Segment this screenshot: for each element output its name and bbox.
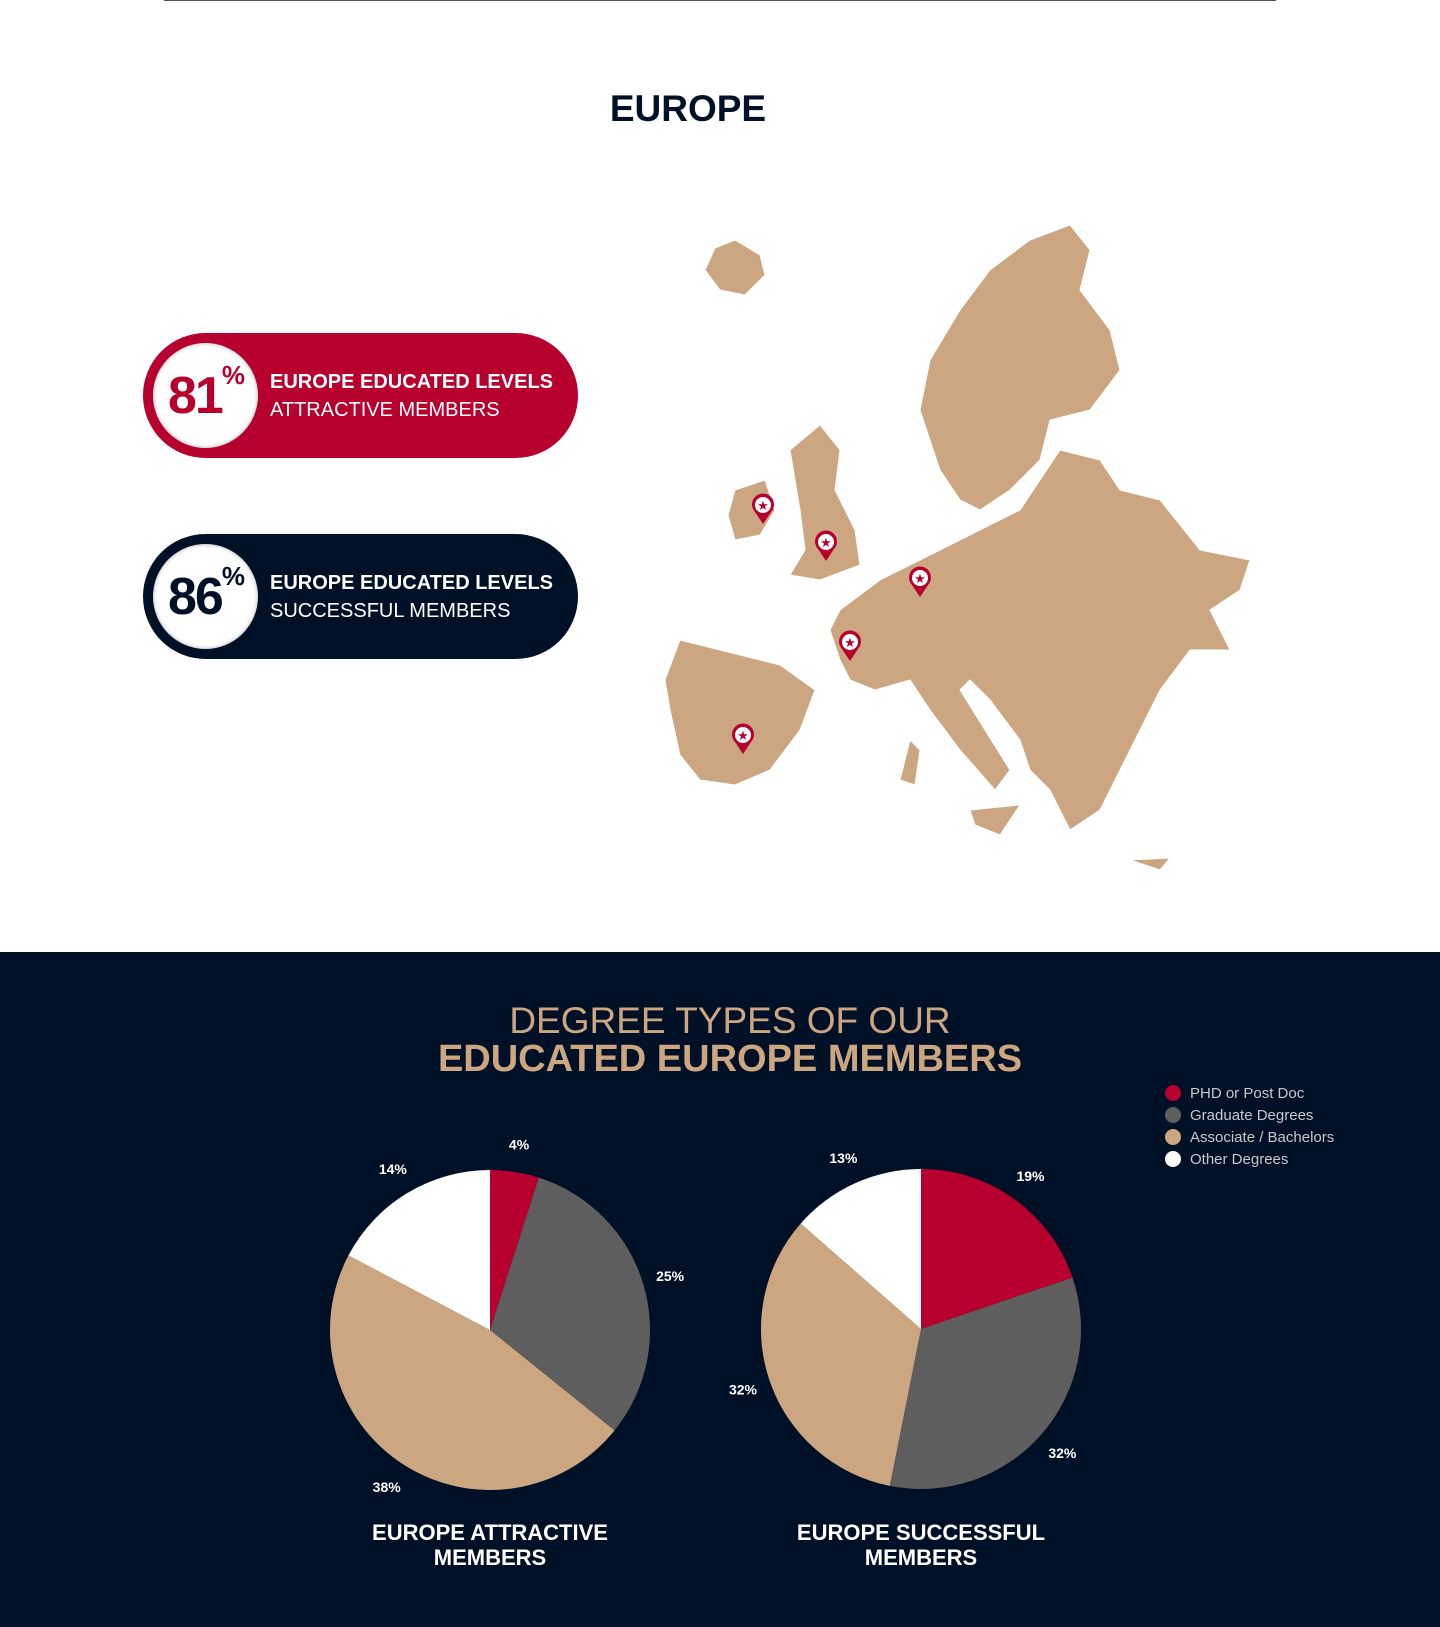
legend-item: Associate / Bachelors xyxy=(1165,1126,1334,1148)
sicily xyxy=(969,804,1022,836)
pie-slice-associate-bachelors xyxy=(329,1255,615,1491)
pie-label: 14% xyxy=(379,1161,408,1177)
top-divider xyxy=(164,0,1276,1)
stat-sublabel: SUCCESSFUL MEMBERS xyxy=(270,599,511,622)
legend-label: Associate / Bachelors xyxy=(1190,1128,1335,1146)
legend-swatch xyxy=(1165,1107,1181,1123)
stat-sublabel: ATTRACTIVE MEMBERS xyxy=(270,398,500,421)
svg-text:★: ★ xyxy=(844,635,856,650)
pie-label: 25% xyxy=(656,1268,685,1284)
stat-successful: 86% EUROPE EDUCATED LEVELS SUCCESSFUL MEM… xyxy=(143,534,578,659)
degree-section xyxy=(0,952,1440,1627)
chart-title-attractive: EUROPE ATTRACTIVE MEMBERS xyxy=(372,1520,608,1570)
map-pin-ireland[interactable]: ★ xyxy=(752,493,774,524)
svg-text:★: ★ xyxy=(820,535,832,550)
legend-item: Other Degrees xyxy=(1165,1148,1334,1170)
stat-value: 86% xyxy=(168,560,245,626)
pie-slice-associate-bachelors xyxy=(760,1223,921,1486)
stat-circle: 81% xyxy=(153,343,258,448)
iceland xyxy=(704,239,766,296)
legend-item: PHD or Post Doc xyxy=(1165,1082,1334,1104)
pie-label: 19% xyxy=(1016,1168,1045,1184)
stat-circle: 86% xyxy=(153,544,258,649)
pie-slice-other-degrees xyxy=(800,1169,921,1329)
legend-label: Other Degrees xyxy=(1190,1150,1289,1168)
crete xyxy=(1129,857,1172,871)
pie-slice-other-degrees xyxy=(348,1170,490,1330)
map-pin-spain[interactable]: ★ xyxy=(732,723,754,754)
pie-label: 32% xyxy=(729,1381,758,1397)
legend-label: PHD or Post Doc xyxy=(1190,1084,1305,1102)
chart-title-successful: EUROPE SUCCESSFUL MEMBERS xyxy=(796,1520,1046,1570)
section-title-line1: DEGREE TYPES OF OUR xyxy=(509,1000,951,1041)
scandinavia xyxy=(919,224,1121,511)
legend-swatch xyxy=(1165,1151,1181,1167)
pie-label: 4% xyxy=(509,1136,530,1152)
svg-text:★: ★ xyxy=(757,498,769,513)
page-title: EUROPE xyxy=(609,88,767,129)
great-britain xyxy=(789,424,861,581)
corsica-sardinia xyxy=(899,739,921,786)
legend-swatch xyxy=(1165,1085,1181,1101)
pie-label: 13% xyxy=(829,1150,858,1166)
stat-label: EUROPE EDUCATED LEVELS xyxy=(270,571,553,594)
iberia xyxy=(664,639,816,786)
pie-slice-phd-or-post-doc xyxy=(921,1169,1073,1329)
pie-slice-phd-or-post-doc xyxy=(490,1170,539,1330)
mainland xyxy=(829,449,1251,831)
section-title-line2: EDUCATED EUROPE MEMBERS xyxy=(437,1038,1023,1080)
pie-slice-graduate-degrees xyxy=(490,1177,650,1431)
legend-item: Graduate Degrees xyxy=(1165,1104,1334,1126)
stat-value: 81% xyxy=(168,359,245,425)
svg-text:★: ★ xyxy=(737,728,749,743)
legend-label: Graduate Degrees xyxy=(1190,1106,1314,1124)
pie-slice-graduate-degrees xyxy=(889,1277,1081,1489)
svg-text:★: ★ xyxy=(914,571,926,586)
stat-attractive: 81% EUROPE EDUCATED LEVELS ATTRACTIVE MEM… xyxy=(143,333,578,458)
map-pin-france[interactable]: ★ xyxy=(839,630,861,661)
pie-label: 32% xyxy=(1048,1445,1077,1461)
legend-swatch xyxy=(1165,1129,1181,1145)
europe-map: ★ ★ ★ ★ ★ xyxy=(664,224,1251,871)
map-pin-germany[interactable]: ★ xyxy=(909,566,931,597)
stat-label: EUROPE EDUCATED LEVELS xyxy=(270,370,553,393)
legend: PHD or Post Doc Graduate Degrees Associa… xyxy=(1165,1082,1334,1170)
pie-label: 38% xyxy=(373,1479,402,1495)
map-pin-england[interactable]: ★ xyxy=(815,530,837,561)
